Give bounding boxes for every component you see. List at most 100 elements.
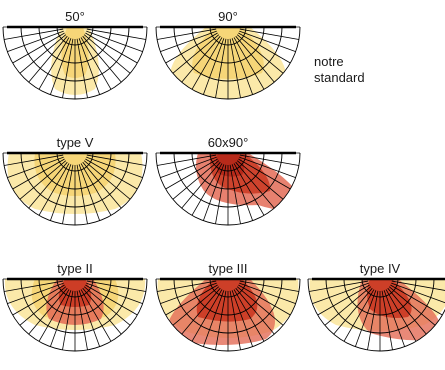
grid-spoke: [202, 164, 225, 221]
grid-spoke: [28, 35, 68, 83]
grid-spoke: [160, 30, 217, 53]
diagram-label: type V: [57, 135, 94, 150]
grid-spoke: [238, 32, 291, 64]
grid-spoke: [191, 289, 223, 342]
standard-note: notre standard: [314, 54, 365, 86]
grid-spoke: [86, 282, 143, 305]
grid-spoke: [86, 28, 146, 40]
note-line-1: notre: [314, 54, 344, 69]
grid-spoke: [172, 160, 220, 200]
grid-spoke: [233, 37, 265, 90]
grid-spoke: [28, 161, 68, 209]
grid-spoke: [80, 289, 112, 342]
grid-spoke: [172, 286, 220, 326]
diagram-label: 50°: [65, 9, 85, 24]
grid-spoke: [324, 286, 372, 326]
grid-spoke: [86, 280, 146, 292]
grid-spoke: [231, 290, 254, 347]
grid-spoke: [354, 290, 377, 347]
grid-spoke: [7, 30, 64, 53]
grid-spoke: [80, 37, 112, 90]
diagram-type4: type IV: [307, 261, 445, 352]
note-line-2: standard: [314, 70, 365, 85]
grid-spoke: [38, 289, 70, 342]
grid-spoke: [229, 38, 241, 98]
grid-spoke: [49, 38, 72, 95]
grid-spoke: [333, 287, 373, 335]
grid-spoke: [157, 280, 217, 292]
grid-spoke: [19, 286, 67, 326]
grid-spoke: [83, 160, 131, 200]
grid-spoke: [86, 30, 143, 53]
grid-spoke: [78, 290, 101, 347]
grid-spoke: [236, 286, 284, 326]
grid-spoke: [19, 160, 67, 200]
grid-spoke: [202, 290, 225, 347]
diagram-label: type II: [57, 261, 92, 276]
grid-spoke: [231, 38, 254, 95]
grid-spoke: [238, 284, 291, 316]
grid-spoke: [181, 161, 221, 209]
grid-spoke: [391, 282, 445, 304]
grid-spoke: [4, 28, 64, 40]
grid-spoke: [231, 164, 254, 221]
grid-spoke: [317, 284, 370, 316]
diagram-label: 90°: [218, 9, 238, 24]
grid-spoke: [239, 154, 299, 166]
grid-spoke: [7, 156, 64, 179]
grid-spoke: [28, 287, 68, 335]
grid-spoke: [229, 290, 241, 350]
grid-spoke: [343, 289, 375, 342]
grid-spoke: [181, 287, 221, 335]
grid-spoke: [312, 282, 369, 305]
grid-spoke: [85, 32, 138, 64]
diagram-label: 60x90°: [208, 135, 249, 150]
grid-spoke: [86, 154, 146, 166]
grid-spoke: [12, 284, 65, 316]
grid-spoke: [76, 290, 88, 350]
grid-spoke: [239, 28, 299, 40]
grid-spoke: [76, 38, 88, 98]
grid-spoke: [236, 34, 284, 74]
grid-spoke: [381, 290, 393, 350]
grid-spoke: [83, 34, 131, 74]
grid-spoke: [12, 158, 65, 190]
diagram-red6090: 60x90°: [155, 135, 301, 226]
grid-spoke: [85, 284, 138, 316]
grid-spoke: [229, 164, 241, 224]
grid-spoke: [390, 284, 443, 316]
grid-spoke: [215, 290, 227, 350]
grid-spoke: [236, 160, 284, 200]
grid-spoke: [367, 290, 379, 350]
grid-spoke: [202, 38, 225, 95]
grid-spoke: [85, 158, 138, 190]
grid-spoke: [235, 287, 275, 335]
grid-spoke: [181, 35, 221, 83]
grid-spoke: [160, 282, 217, 305]
grid-spoke: [387, 287, 427, 335]
grid-spoke: [238, 158, 291, 190]
grid-spoke: [385, 289, 417, 342]
grid-spoke: [4, 280, 64, 292]
grid-spoke: [191, 163, 223, 216]
grid-spoke: [172, 34, 220, 74]
grid-spoke: [83, 286, 131, 326]
grid-spoke: [12, 32, 65, 64]
diagram-type2: type II: [2, 261, 148, 352]
grid-spoke: [62, 38, 74, 98]
grid-spoke: [62, 164, 74, 224]
grid-spoke: [49, 290, 72, 347]
grid-spoke: [391, 280, 445, 291]
grid-spoke: [191, 37, 223, 90]
grid-spoke: [76, 164, 88, 224]
grid-spoke: [233, 289, 265, 342]
diagram-label: type IV: [360, 261, 401, 276]
grid-spoke: [235, 161, 275, 209]
grid-spoke: [239, 156, 296, 179]
grid-spoke: [80, 163, 112, 216]
grid-spoke: [38, 163, 70, 216]
diagram-wide90: 90°: [155, 9, 301, 100]
diagram-label: type III: [208, 261, 247, 276]
grid-spoke: [38, 37, 70, 90]
grid-spoke: [4, 154, 64, 166]
